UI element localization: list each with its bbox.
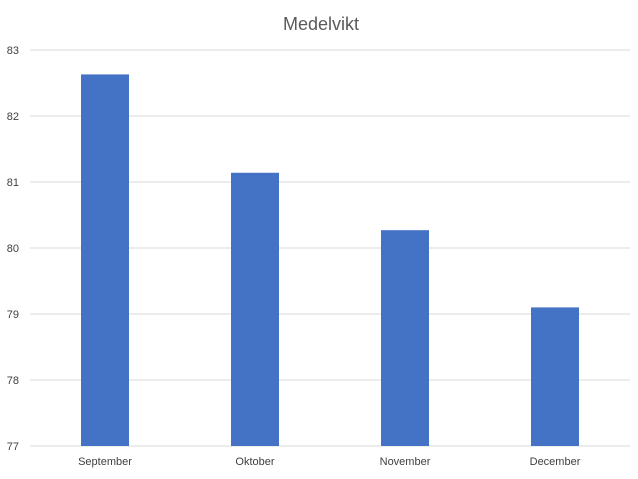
x-category-label: September <box>78 456 132 468</box>
bars <box>81 74 579 447</box>
x-category-label: Oktober <box>235 456 274 468</box>
gridlines <box>30 49 630 447</box>
bar-november <box>381 230 429 446</box>
chart-title: Medelvikt <box>283 14 359 34</box>
y-tick-label: 79 <box>7 309 19 321</box>
y-tick-label: 81 <box>7 177 19 189</box>
bar-oktober <box>231 172 279 446</box>
bar-september <box>81 74 129 447</box>
y-tick-label: 83 <box>7 45 19 57</box>
y-tick-label: 80 <box>7 243 19 255</box>
x-category-label: November <box>380 456 431 468</box>
y-tick-label: 78 <box>7 375 19 387</box>
y-axis-tick-labels: 77 78 79 80 81 82 83 <box>7 45 19 453</box>
y-tick-label: 77 <box>7 441 19 453</box>
x-category-label: December <box>530 456 581 468</box>
y-tick-label: 82 <box>7 111 19 123</box>
bar-december <box>531 307 579 446</box>
x-axis-category-labels: September Oktober November December <box>78 456 581 468</box>
